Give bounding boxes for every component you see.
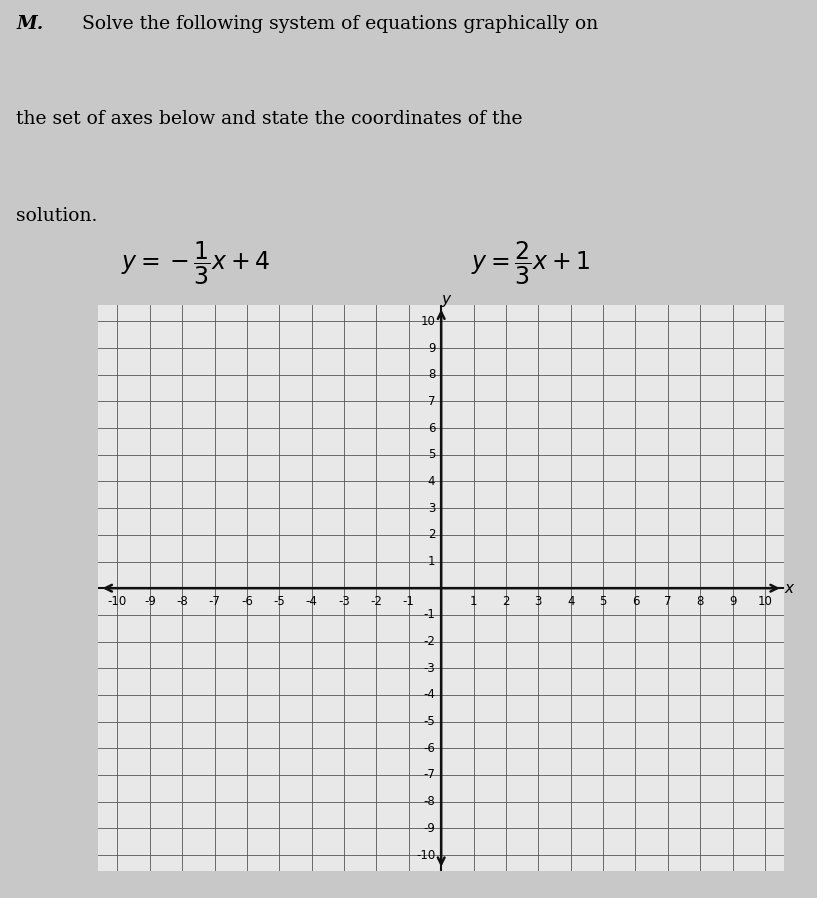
Text: -10: -10 bbox=[108, 594, 127, 608]
Text: -2: -2 bbox=[370, 594, 382, 608]
Text: 8: 8 bbox=[428, 368, 435, 382]
Text: 6: 6 bbox=[428, 421, 435, 435]
Text: -9: -9 bbox=[144, 594, 156, 608]
Text: -5: -5 bbox=[274, 594, 285, 608]
Text: x: x bbox=[784, 581, 793, 595]
Text: 2: 2 bbox=[502, 594, 510, 608]
Text: -5: -5 bbox=[423, 715, 435, 728]
Text: 10: 10 bbox=[757, 594, 772, 608]
Text: -8: -8 bbox=[423, 795, 435, 808]
Text: 1: 1 bbox=[428, 555, 435, 568]
Text: 7: 7 bbox=[428, 395, 435, 408]
Text: -3: -3 bbox=[338, 594, 350, 608]
Text: 9: 9 bbox=[729, 594, 736, 608]
Text: 5: 5 bbox=[600, 594, 607, 608]
Text: $y = -\dfrac{1}{3}x + 4$: $y = -\dfrac{1}{3}x + 4$ bbox=[122, 240, 270, 287]
Text: y: y bbox=[441, 292, 450, 306]
Text: -2: -2 bbox=[423, 635, 435, 648]
Text: 4: 4 bbox=[567, 594, 574, 608]
Text: 5: 5 bbox=[428, 448, 435, 462]
Text: -7: -7 bbox=[208, 594, 221, 608]
Text: M.: M. bbox=[16, 15, 43, 33]
Text: -7: -7 bbox=[423, 769, 435, 781]
Text: -8: -8 bbox=[176, 594, 188, 608]
Text: -4: -4 bbox=[306, 594, 318, 608]
Text: 3: 3 bbox=[428, 502, 435, 515]
Text: -3: -3 bbox=[423, 662, 435, 674]
Text: $y = \dfrac{2}{3}x + 1$: $y = \dfrac{2}{3}x + 1$ bbox=[471, 240, 591, 287]
Text: 9: 9 bbox=[428, 341, 435, 355]
Text: -1: -1 bbox=[423, 608, 435, 621]
Text: 1: 1 bbox=[470, 594, 477, 608]
Text: -9: -9 bbox=[423, 822, 435, 835]
Text: solution.: solution. bbox=[16, 207, 98, 225]
Text: -1: -1 bbox=[403, 594, 415, 608]
Text: Solve the following system of equations graphically on: Solve the following system of equations … bbox=[82, 15, 598, 33]
Text: 4: 4 bbox=[428, 475, 435, 488]
Text: the set of axes below and state the coordinates of the: the set of axes below and state the coor… bbox=[16, 110, 523, 128]
Text: 6: 6 bbox=[632, 594, 639, 608]
Text: -4: -4 bbox=[423, 689, 435, 701]
Text: -6: -6 bbox=[423, 742, 435, 755]
Text: 8: 8 bbox=[696, 594, 703, 608]
Text: 2: 2 bbox=[428, 528, 435, 541]
Text: 3: 3 bbox=[534, 594, 542, 608]
Text: 10: 10 bbox=[421, 315, 435, 328]
Text: 7: 7 bbox=[664, 594, 672, 608]
Text: -10: -10 bbox=[416, 849, 435, 861]
Text: -6: -6 bbox=[241, 594, 253, 608]
